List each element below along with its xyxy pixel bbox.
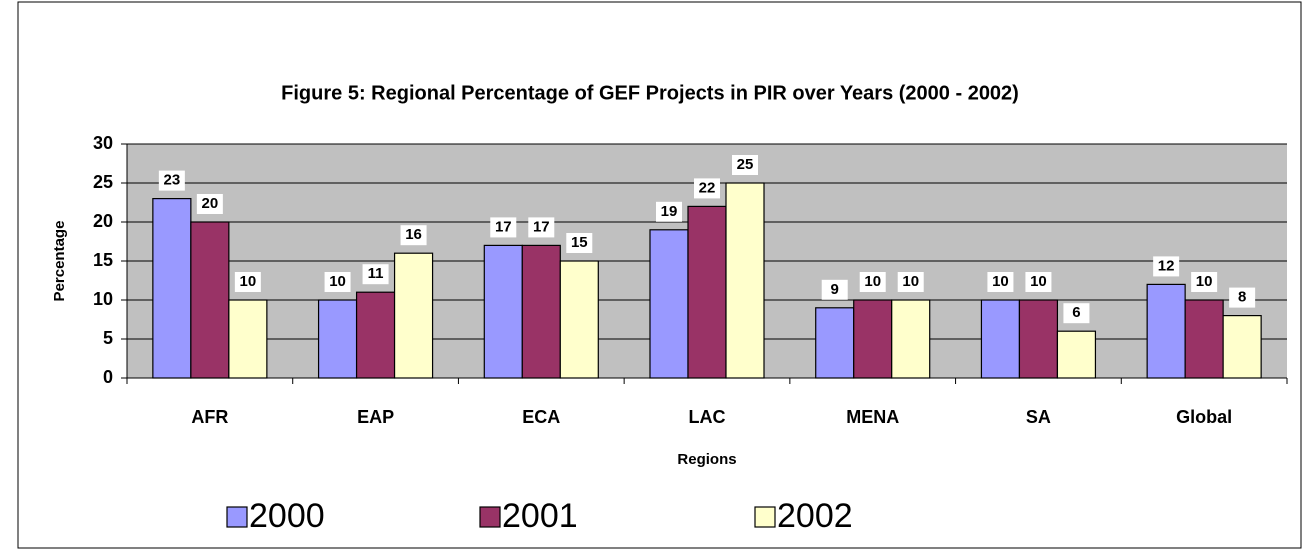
- data-label: 8: [1238, 289, 1246, 306]
- y-tick-label: 20: [93, 211, 113, 231]
- data-label: 10: [329, 273, 346, 290]
- x-tick-label: Global: [1176, 407, 1232, 427]
- data-label-box: [234, 272, 261, 292]
- data-label-box: [1191, 272, 1218, 292]
- data-label: 22: [699, 179, 716, 196]
- data-label: 17: [495, 218, 512, 235]
- data-label: 11: [368, 265, 384, 282]
- data-label-box: [490, 217, 517, 238]
- y-tick-label: 15: [93, 250, 113, 270]
- data-label-box: [987, 272, 1014, 292]
- data-label: 10: [240, 273, 257, 290]
- bar: [355, 291, 396, 379]
- bar: [815, 307, 855, 379]
- bar: [317, 299, 358, 379]
- data-label-box: [324, 272, 351, 292]
- data-label-box: [196, 194, 223, 214]
- data-label-box: [1063, 303, 1090, 324]
- bar: [649, 229, 689, 379]
- data-label: 16: [405, 226, 422, 243]
- x-tick-label: LAC: [689, 407, 726, 427]
- x-tick-label: EAP: [357, 407, 394, 427]
- data-label: 15: [571, 234, 588, 251]
- data-label-box: [1153, 256, 1180, 277]
- bar: [1056, 330, 1097, 379]
- data-label-box: [158, 170, 185, 191]
- bar: [1018, 299, 1059, 379]
- data-label: 20: [202, 195, 219, 212]
- data-label-box: [528, 217, 555, 238]
- bar: [393, 252, 434, 379]
- bar: [190, 221, 230, 379]
- bar: [725, 182, 765, 379]
- y-tick-label: 10: [93, 289, 113, 309]
- data-label-box: [656, 201, 682, 222]
- bar: [483, 244, 523, 379]
- data-label: 23: [164, 172, 181, 189]
- data-label: 10: [992, 273, 1009, 290]
- y-tick-label: 30: [93, 133, 113, 153]
- data-label-box: [1229, 287, 1256, 308]
- data-label: 12: [1158, 257, 1175, 274]
- bar: [891, 299, 931, 379]
- x-tick-label: ECA: [522, 407, 560, 427]
- y-tick-label: 0: [103, 367, 113, 387]
- x-tick-label: AFR: [191, 407, 228, 427]
- data-label-box: [897, 272, 924, 292]
- legend-swatch: [226, 506, 248, 528]
- data-label: 10: [1030, 273, 1047, 290]
- x-axis-label: Regions: [677, 451, 736, 468]
- data-label: 25: [737, 156, 754, 173]
- data-label: 10: [902, 273, 919, 290]
- legend-label: 2002: [777, 497, 853, 535]
- bar: [1184, 299, 1224, 379]
- data-label: 9: [831, 281, 839, 298]
- bar: [980, 299, 1021, 379]
- data-label: 6: [1072, 304, 1080, 321]
- y-tick-label: 5: [103, 328, 113, 348]
- data-label: 17: [533, 218, 550, 235]
- data-label: 10: [864, 273, 881, 290]
- bar: [228, 299, 268, 379]
- legend-swatch: [479, 506, 501, 528]
- data-label-box: [362, 264, 389, 285]
- data-label: 10: [1196, 273, 1213, 290]
- bar: [559, 260, 599, 379]
- data-label-box: [821, 279, 848, 300]
- y-tick-label: 25: [93, 172, 113, 192]
- bar: [1222, 315, 1262, 379]
- chart-title: Figure 5: Regional Percentage of GEF Pro…: [281, 82, 1019, 104]
- data-label-box: [400, 225, 427, 246]
- data-label-box: [859, 272, 886, 292]
- y-axis-label: Percentage: [51, 221, 68, 302]
- legend-swatch: [754, 506, 776, 528]
- legend-label: 2001: [502, 497, 578, 535]
- bar: [687, 205, 727, 379]
- data-label: 19: [661, 203, 678, 220]
- data-label-box: [1025, 272, 1052, 292]
- data-label-box: [732, 155, 758, 175]
- x-tick-label: SA: [1026, 407, 1051, 427]
- x-tick-label: MENA: [846, 407, 899, 427]
- bar: [853, 299, 893, 379]
- bar: [1146, 283, 1186, 379]
- bar: [521, 244, 561, 379]
- bar: [152, 198, 192, 379]
- data-label-box: [566, 233, 593, 253]
- data-label-box: [694, 178, 720, 199]
- legend-label: 2000: [249, 497, 325, 535]
